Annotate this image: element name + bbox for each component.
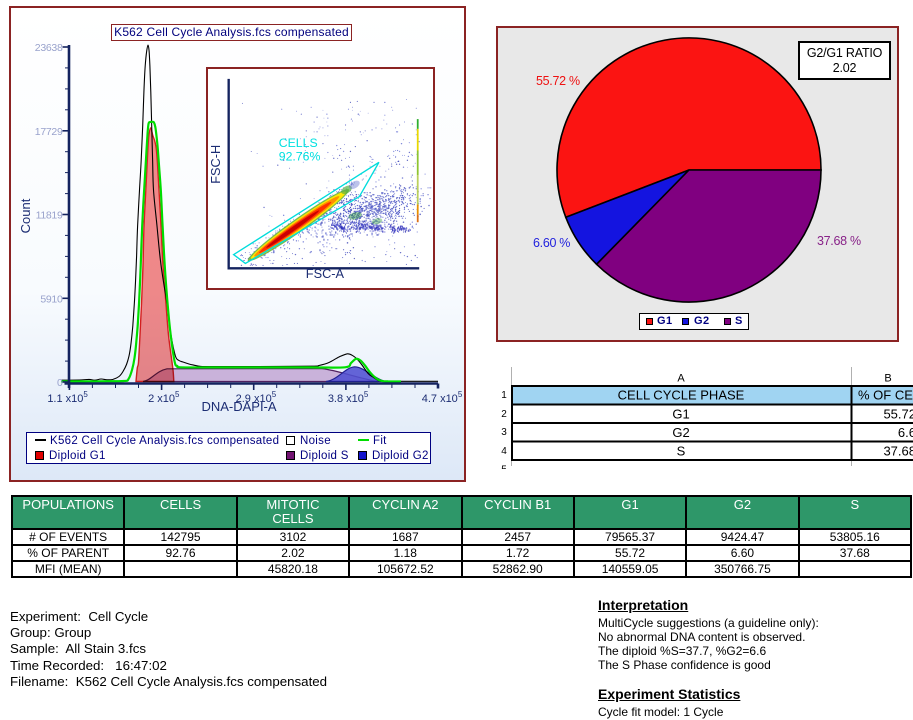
svg-text:CELLS: CELLS xyxy=(279,136,318,150)
svg-text:2: 2 xyxy=(501,409,507,420)
svg-text:FSC-A: FSC-A xyxy=(306,266,345,281)
svg-text:Count: Count xyxy=(18,198,33,233)
svg-text:92.76%: 92.76% xyxy=(279,149,321,163)
svg-text:% OF CELLS: % OF CELLS xyxy=(858,388,913,403)
svg-text:11819: 11819 xyxy=(36,210,63,222)
svg-text:55.72: 55.72 xyxy=(883,407,913,422)
svg-text:G1: G1 xyxy=(672,407,689,422)
svg-text:3: 3 xyxy=(501,427,507,438)
svg-text:3.8 x105: 3.8 x105 xyxy=(328,390,369,405)
svg-text:S: S xyxy=(677,444,686,459)
svg-text:5: 5 xyxy=(501,465,507,470)
svg-text:1.1 x105: 1.1 x105 xyxy=(47,390,88,405)
svg-text:2 x105: 2 x105 xyxy=(148,390,180,405)
svg-text:5910: 5910 xyxy=(40,293,63,305)
svg-text:A: A xyxy=(677,373,685,385)
svg-text:DNA-DAPI-A: DNA-DAPI-A xyxy=(201,399,276,414)
svg-text:4.7 x105: 4.7 x105 xyxy=(422,390,463,405)
svg-text:37.68: 37.68 xyxy=(883,444,913,459)
svg-text:FSC-H: FSC-H xyxy=(208,145,223,184)
svg-text:6.6: 6.6 xyxy=(898,425,913,440)
svg-text:B: B xyxy=(884,373,891,385)
svg-text:0: 0 xyxy=(57,377,63,389)
svg-text:2.9 x105: 2.9 x105 xyxy=(236,390,277,405)
svg-text:CELL CYCLE PHASE: CELL CYCLE PHASE xyxy=(618,388,745,403)
svg-text:4: 4 xyxy=(501,446,507,457)
svg-text:17729: 17729 xyxy=(35,126,63,138)
svg-text:23638: 23638 xyxy=(35,42,63,54)
svg-text:1: 1 xyxy=(501,390,507,401)
svg-text:G2: G2 xyxy=(672,425,689,440)
